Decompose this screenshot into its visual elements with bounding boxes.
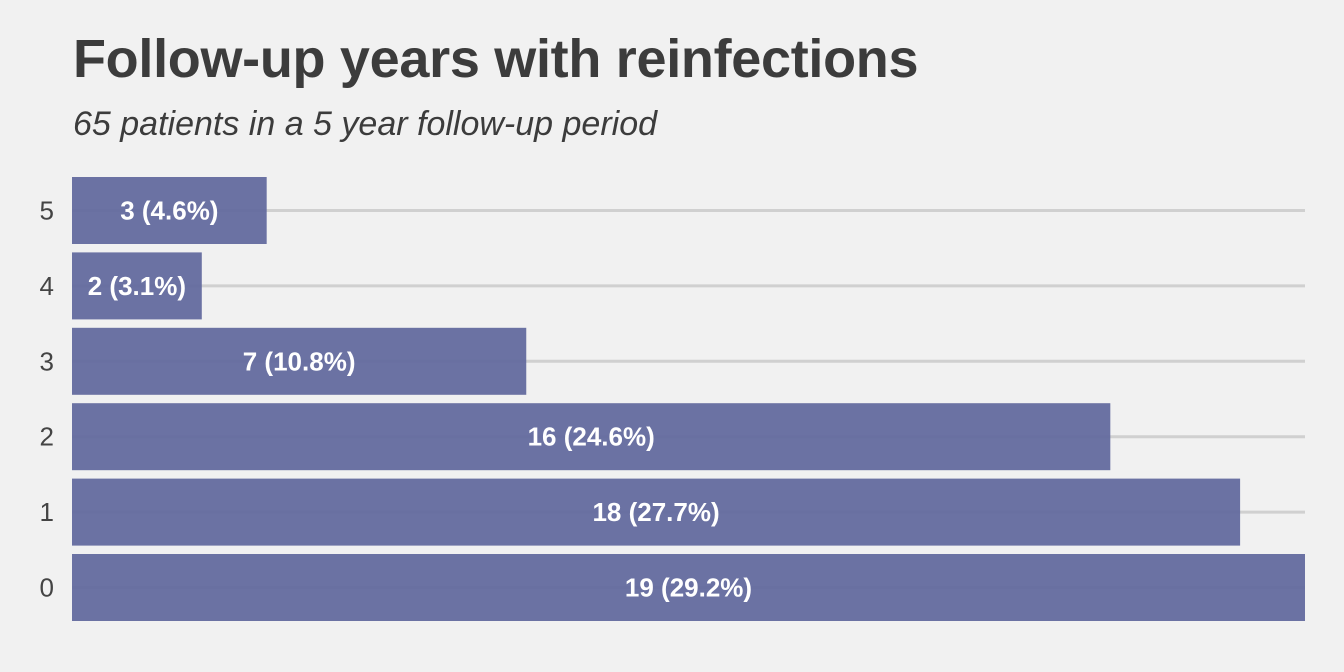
bar-3 [72,327,527,395]
data-label-4: 2 (3.1%) [88,271,186,301]
data-label-3: 7 (10.8%) [243,346,356,376]
bar-5 [72,177,267,244]
data-label-1: 18 (27.7%) [592,497,719,527]
data-labels: 3 (4.6%) 2 (3.1%) 7 (10.8%) 16 (24.6%) 18 (2… [88,196,752,603]
data-label-2: 16 (24.6%) [528,422,655,452]
y-tick-label-3: 3 [40,346,54,376]
bar-0 [72,554,1305,621]
data-label-5: 3 (4.6%) [120,196,218,226]
y-tick-label-2: 2 [40,422,54,452]
y-tick-label-4: 4 [40,271,54,301]
y-tick-label-1: 1 [40,497,54,527]
y-tick-label-0: 0 [40,573,54,603]
bar-4 [72,252,202,320]
bar-1 [72,478,1241,546]
y-axis-ticks: 5 4 3 2 1 0 [40,196,54,603]
data-label-0: 19 (29.2%) [625,573,752,603]
y-tick-label-5: 5 [40,196,54,226]
chart-title: Follow-up years with reinfections [73,29,919,89]
bars [72,177,1305,621]
chart-subtitle: 65 patients in a 5 year follow-up period [73,105,658,143]
bar-2 [72,403,1111,471]
